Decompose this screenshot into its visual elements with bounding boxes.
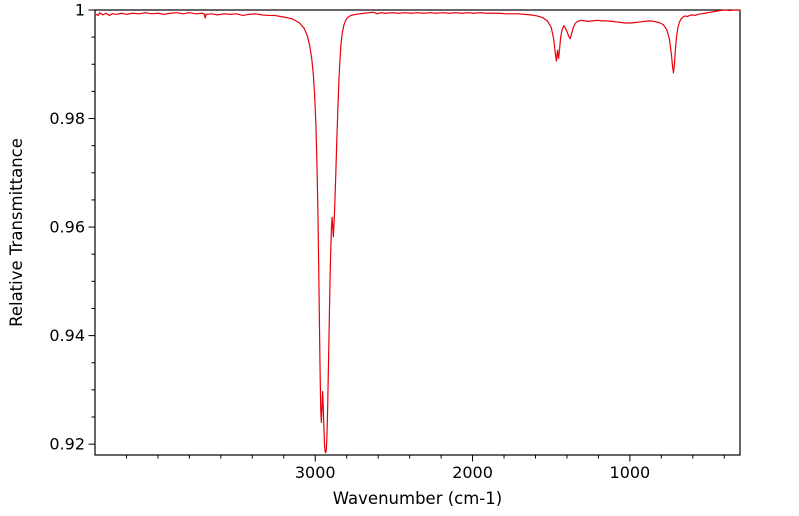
plot-border bbox=[94, 9, 741, 456]
spectrum-line bbox=[94, 9, 741, 454]
y-axis-title: Relative Transmittance bbox=[7, 138, 26, 327]
x-tick-label: 1000 bbox=[610, 463, 651, 482]
x-tick-label: 2000 bbox=[452, 463, 493, 482]
y-axis: 1 0.98 0.96 0.94 0.92 bbox=[49, 1, 95, 454]
y-tick-label: 1 bbox=[75, 1, 85, 20]
y-tick-label: 0.96 bbox=[49, 218, 85, 237]
y-tick-label: 0.94 bbox=[49, 326, 85, 345]
x-tick-label: 3000 bbox=[295, 463, 336, 482]
x-axis-title: Wavenumber (cm-1) bbox=[333, 489, 502, 508]
y-tick-label: 0.92 bbox=[49, 435, 85, 454]
y-tick-label: 0.98 bbox=[49, 109, 85, 128]
x-axis: 3000 2000 1000 bbox=[125, 455, 725, 482]
